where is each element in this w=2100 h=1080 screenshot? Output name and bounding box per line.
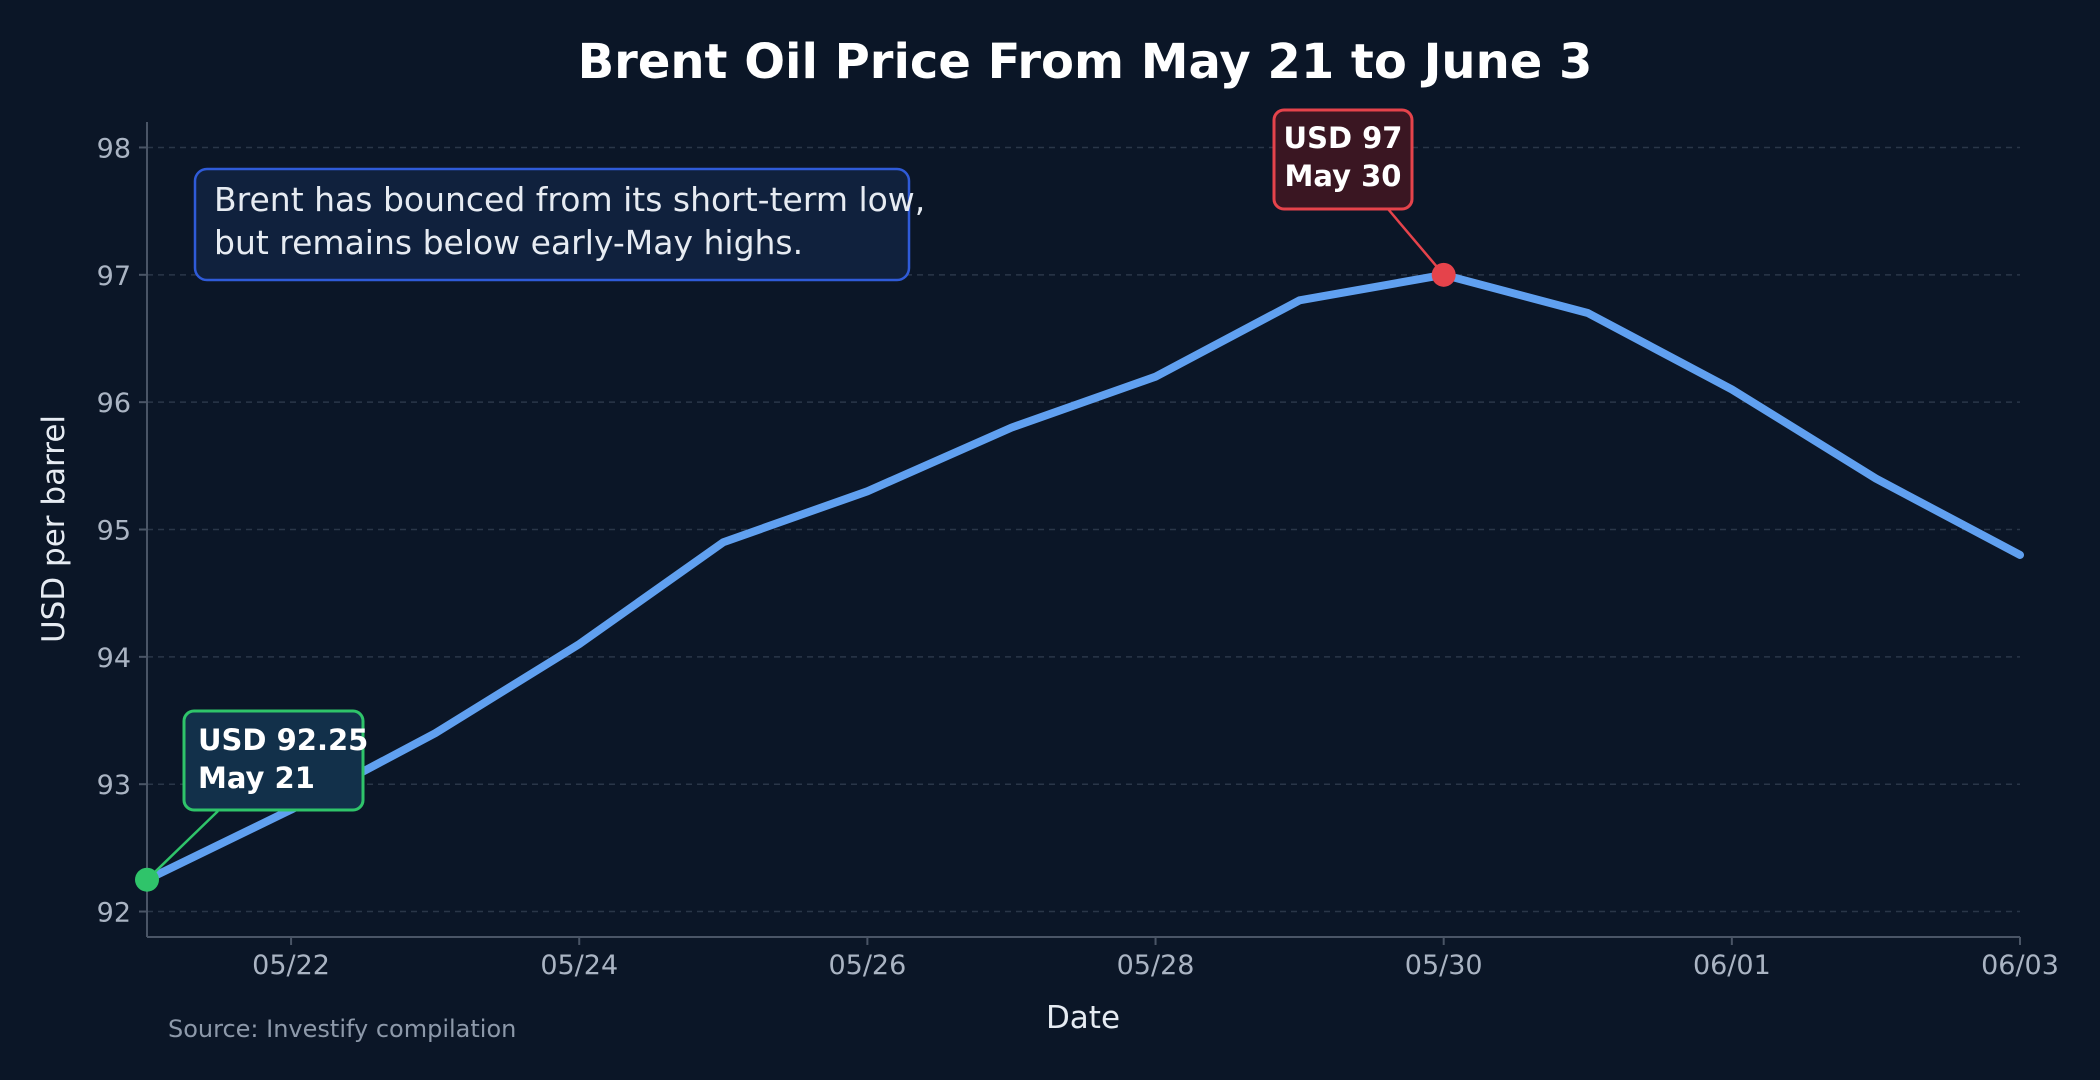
highlight-marker bbox=[135, 867, 159, 892]
data-point bbox=[1731, 388, 1733, 390]
source-note: Source: Investify compilation bbox=[168, 1015, 516, 1043]
callout-box bbox=[1272, 108, 1414, 211]
callout-leader bbox=[146, 810, 219, 881]
callout: USD 92.25 May 21 bbox=[135, 709, 368, 892]
data-point bbox=[2019, 554, 2021, 556]
x-tick-label: 05/24 bbox=[540, 950, 618, 981]
x-ticks: 05/22 05/24 05/26 05/28 05/30 06/01 06/03 bbox=[252, 937, 2059, 981]
y-tick-label: 92 bbox=[97, 898, 131, 929]
data-point bbox=[434, 732, 436, 734]
data-point bbox=[1875, 478, 1877, 480]
annotation-note: Brent has bounced from its short-term lo… bbox=[193, 167, 925, 282]
y-tick-label: 94 bbox=[97, 643, 131, 674]
data-point bbox=[1299, 299, 1301, 301]
callouts: USD 92.25 May 21 USD 97 May 30 bbox=[135, 108, 1456, 892]
callout-leader bbox=[1387, 208, 1445, 276]
callout-date: May 21 bbox=[198, 761, 315, 795]
data-point bbox=[866, 490, 868, 492]
note-line-1: Brent has bounced from its short-term lo… bbox=[214, 180, 925, 219]
chart-title: Brent Oil Price From May 21 to June 3 bbox=[578, 34, 1593, 90]
callout: USD 97 May 30 bbox=[1272, 108, 1456, 287]
x-tick-label: 05/26 bbox=[828, 950, 906, 981]
x-tick-label: 05/30 bbox=[1405, 950, 1483, 981]
data-point bbox=[722, 541, 724, 543]
data-point bbox=[1587, 312, 1589, 314]
note-box-background bbox=[193, 167, 911, 282]
x-axis-title: Date bbox=[1046, 1000, 1120, 1036]
note-line-2: but remains below early-May highs. bbox=[214, 223, 803, 262]
x-tick-label: 06/03 bbox=[1981, 950, 2059, 981]
x-tick-label: 05/22 bbox=[252, 950, 330, 981]
highlight-marker bbox=[1431, 262, 1456, 287]
y-tick-label: 98 bbox=[97, 133, 131, 164]
x-tick-label: 06/01 bbox=[1693, 950, 1771, 981]
callout-box bbox=[182, 709, 365, 812]
callout-date: May 30 bbox=[1285, 159, 1402, 193]
series bbox=[143, 270, 2024, 884]
y-axis-title: USD per barrel bbox=[36, 415, 72, 643]
data-point bbox=[1010, 427, 1012, 429]
x-tick-label: 05/28 bbox=[1117, 950, 1195, 981]
series-line bbox=[143, 270, 2024, 884]
data-point bbox=[1155, 376, 1157, 378]
y-tick-label: 93 bbox=[97, 770, 131, 801]
callout-value: USD 97 bbox=[1284, 121, 1403, 155]
data-point bbox=[578, 643, 580, 645]
callout-value: USD 92.25 bbox=[198, 723, 368, 757]
y-tick-label: 95 bbox=[97, 516, 131, 547]
y-tick-label: 96 bbox=[97, 388, 131, 419]
y-tick-label: 97 bbox=[97, 261, 131, 292]
y-ticks: 92 93 94 95 96 97 98 bbox=[97, 133, 147, 929]
